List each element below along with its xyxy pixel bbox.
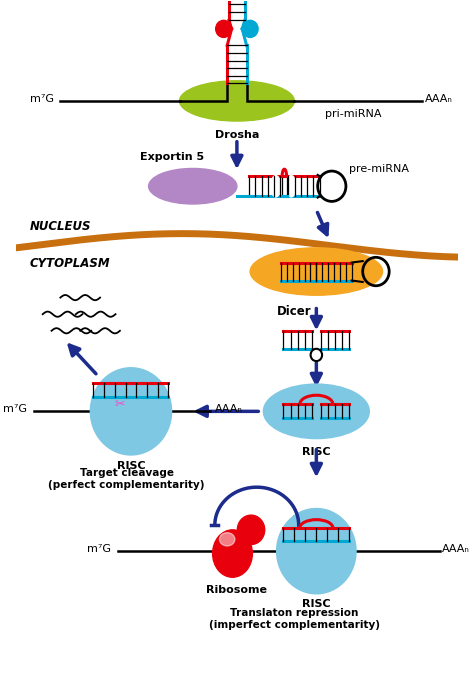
Circle shape <box>91 368 172 455</box>
Text: Ago: Ago <box>128 413 151 424</box>
Ellipse shape <box>219 533 235 546</box>
Text: RISC: RISC <box>302 447 331 457</box>
Text: Ago: Ago <box>305 551 328 561</box>
Text: NUCLEUS: NUCLEUS <box>29 219 91 233</box>
Circle shape <box>277 509 356 594</box>
Ellipse shape <box>237 515 264 544</box>
Ellipse shape <box>213 530 252 578</box>
Text: m⁷G: m⁷G <box>87 544 111 554</box>
Ellipse shape <box>264 384 369 439</box>
Text: pre-miRNA: pre-miRNA <box>349 164 410 175</box>
Text: m⁷G: m⁷G <box>3 404 27 414</box>
Ellipse shape <box>250 248 383 295</box>
Ellipse shape <box>180 81 294 121</box>
Text: m⁷G: m⁷G <box>30 94 54 104</box>
Text: Translaton repression
(imperfect complementarity): Translaton repression (imperfect complem… <box>209 608 380 630</box>
Ellipse shape <box>149 168 237 204</box>
Text: RISC: RISC <box>302 598 331 609</box>
Text: Ribosome: Ribosome <box>206 585 267 595</box>
Text: Drosha: Drosha <box>215 130 259 140</box>
Text: AAAₙ: AAAₙ <box>442 544 470 554</box>
Text: pri-miRNA: pri-miRNA <box>325 110 382 119</box>
Text: CYTOPLASM: CYTOPLASM <box>29 257 110 270</box>
Text: Dicer: Dicer <box>277 305 311 317</box>
Text: ✂: ✂ <box>115 397 125 411</box>
Text: AAAₙ: AAAₙ <box>425 94 452 104</box>
Ellipse shape <box>286 175 296 197</box>
Text: Target cleavage
(perfect complementarity): Target cleavage (perfect complementarity… <box>48 469 205 490</box>
Text: RISC: RISC <box>117 461 145 471</box>
Text: Exportin 5: Exportin 5 <box>140 152 204 161</box>
Circle shape <box>242 20 258 37</box>
Circle shape <box>216 20 232 37</box>
Ellipse shape <box>271 175 281 197</box>
Text: AAAₙ: AAAₙ <box>215 404 243 414</box>
